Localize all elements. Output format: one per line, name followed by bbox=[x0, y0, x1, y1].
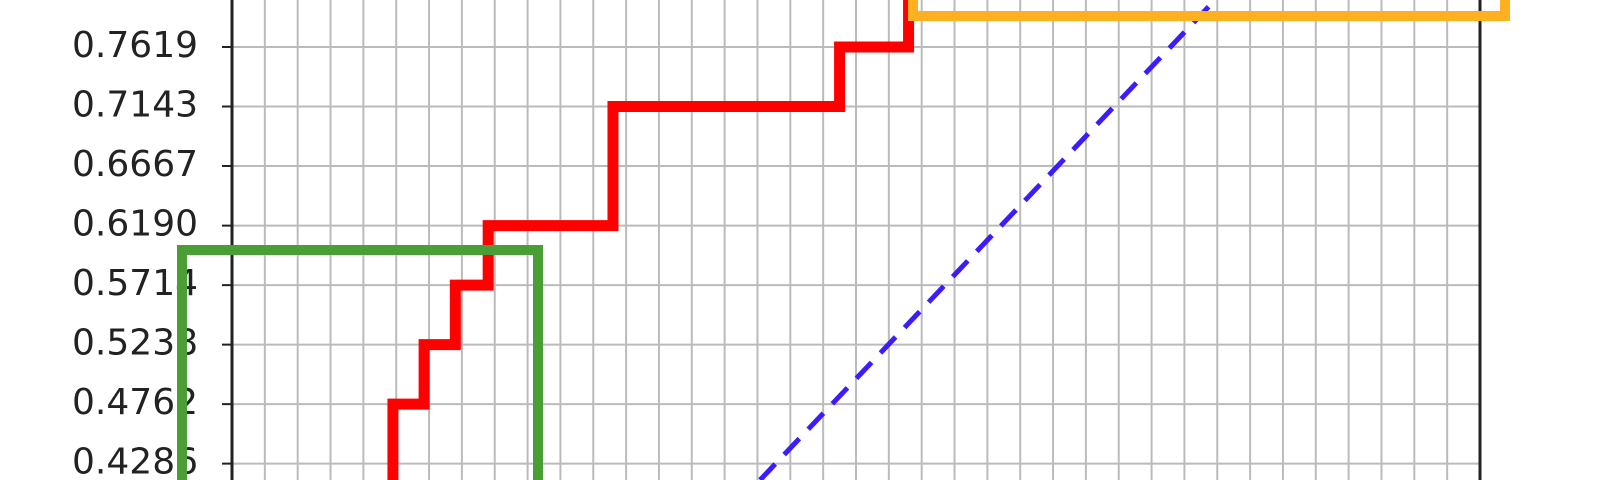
axes: 0.42860.47620.52380.57140.61900.66670.71… bbox=[72, 0, 1482, 480]
highlight-box bbox=[908, 0, 1510, 21]
y-tick-label: 0.7143 bbox=[72, 85, 198, 126]
highlight-box bbox=[177, 245, 543, 480]
y-tick-label: 0.6667 bbox=[72, 144, 198, 185]
y-tick-label: 0.6190 bbox=[72, 204, 198, 245]
series bbox=[387, 0, 1217, 480]
series-line bbox=[758, 0, 1217, 480]
y-tick-label: 0.7619 bbox=[72, 25, 198, 66]
y-tick-label: 0.8095 bbox=[72, 0, 198, 7]
series-line bbox=[387, 0, 915, 480]
